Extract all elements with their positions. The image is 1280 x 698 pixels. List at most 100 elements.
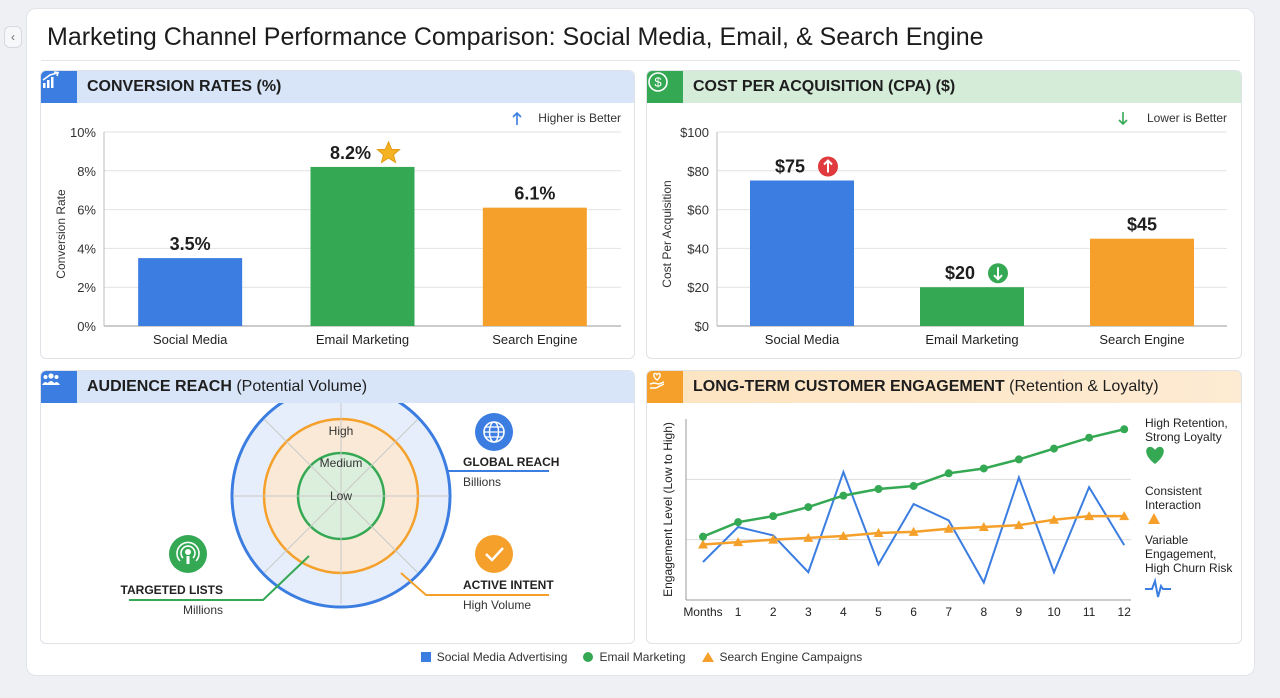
data-point xyxy=(838,531,849,541)
panel-subtitle: (Potential Volume) xyxy=(231,378,368,395)
annotation-text: Strong Loyalty xyxy=(1145,430,1222,444)
annotation-text: High Retention, xyxy=(1145,416,1228,430)
data-point xyxy=(874,484,883,493)
bar-social-media xyxy=(750,180,854,326)
broadcast-waves xyxy=(176,541,200,562)
x-tick-label: 1 xyxy=(735,605,742,619)
annotation-text: Interaction xyxy=(1145,498,1201,512)
annotation-text: High Churn Risk xyxy=(1145,561,1233,575)
star-icon xyxy=(376,140,401,164)
square-marker-icon xyxy=(420,652,431,662)
circle-marker-icon xyxy=(583,652,594,662)
note-label: Higher is Better xyxy=(538,111,621,125)
x-tick-label: 3 xyxy=(805,605,812,619)
annotation-text: Engagement, xyxy=(1145,547,1216,561)
radial-line xyxy=(264,419,418,573)
data-point xyxy=(979,464,988,473)
x-tick-label: Social Media xyxy=(153,332,228,347)
data-label: $20 xyxy=(945,263,975,283)
callout-title: ACTIVE INTENT xyxy=(463,578,554,592)
audience-reach-diagram: High Medium Low GLOBAL REACH Billions ACTIVE … xyxy=(121,383,559,617)
arrow-down-circle-icon xyxy=(988,263,1008,284)
x-tick-label: 2 xyxy=(770,605,777,619)
bar-email-marketing xyxy=(920,287,1024,326)
data-point xyxy=(1049,514,1059,524)
data-point xyxy=(839,491,848,500)
heart-icon xyxy=(1146,446,1164,464)
engagement-line-chart: Engagement Level (Low to High)Months 1 2 3 4… xyxy=(661,416,1233,619)
dollar-circle-icon: $ xyxy=(647,71,683,103)
data-label: $75 xyxy=(775,157,805,177)
panel-header: AUDIENCE REACH (Potential Volume) xyxy=(41,371,634,403)
y-tick-label: $40 xyxy=(687,241,709,256)
badge-arrow xyxy=(823,159,833,173)
x-tick-label: Search Engine xyxy=(492,332,577,347)
note-label: Lower is Better xyxy=(1147,111,1227,125)
x-tick-label: 11 xyxy=(1083,605,1096,619)
data-point xyxy=(734,518,743,527)
arrow-down-icon xyxy=(1118,112,1128,126)
bar-social-media xyxy=(138,258,243,326)
x-tick-label: Social Media xyxy=(765,332,840,347)
data-point xyxy=(804,503,813,512)
x-tick-label: 6 xyxy=(910,605,917,619)
bar-search-engine xyxy=(1090,238,1194,326)
x-tick-label: Search Engine xyxy=(1099,332,1184,347)
annotation-text: Variable xyxy=(1145,533,1188,547)
x-tick-label: Months xyxy=(683,605,722,619)
panel-subtitle: (Retention & Loyalty) xyxy=(1004,378,1159,395)
broadcast-stem xyxy=(186,556,190,564)
y-tick-label: $20 xyxy=(687,280,709,295)
callout-sub: High Volume xyxy=(463,598,531,612)
panel-title-main: LONG-TERM CUSTOMER ENGAGEMENT xyxy=(693,378,1005,395)
callout-line xyxy=(129,555,310,601)
data-point xyxy=(908,526,919,536)
pulse-icon xyxy=(1145,577,1171,598)
panel-title: AUDIENCE REACH (Potential Volume) xyxy=(87,378,367,396)
data-label: 6.1% xyxy=(514,184,555,204)
icon-bg xyxy=(475,535,513,573)
bar-search-engine xyxy=(482,207,587,326)
data-point xyxy=(699,532,707,541)
data-point xyxy=(909,481,918,490)
panel-title: CONVERSION RATES (%) xyxy=(87,78,282,95)
callout-line xyxy=(400,572,549,596)
heart-hand-icon xyxy=(647,371,683,403)
conversion-rates-chart: 0% 2% 4% 6% 8% 10% Conversion Rate 3.5% Social M… xyxy=(54,111,621,347)
x-tick-label: 9 xyxy=(1016,605,1023,619)
x-tick-label: 5 xyxy=(875,605,882,619)
arrow-up-circle-icon xyxy=(818,156,838,177)
data-point xyxy=(978,521,989,531)
title-divider xyxy=(41,60,1240,61)
x-tick-label: 4 xyxy=(840,605,847,619)
x-tick-label: 7 xyxy=(945,605,952,619)
panel-header: CONVERSION RATES (%) xyxy=(41,71,634,103)
broadcast-icon xyxy=(169,535,207,573)
cpa-chart: $0 $20 $40 $60 $80 $100 Cost Per Acquisition $7… xyxy=(660,111,1227,347)
ring-label: High xyxy=(329,424,354,438)
data-point xyxy=(944,469,953,478)
data-point xyxy=(1084,511,1095,521)
x-tick-label: 10 xyxy=(1047,605,1061,619)
y-tick-label: $100 xyxy=(680,125,709,140)
panel-title: LONG-TERM CUSTOMER ENGAGEMENT (Retention… xyxy=(693,378,1159,396)
callout-title: TARGETED LISTS xyxy=(121,583,223,597)
check-shape xyxy=(485,547,504,562)
y-axis-label: Cost Per Acquisition xyxy=(660,180,674,287)
legend-item-email: Email Marketing xyxy=(583,650,686,664)
y-tick-label: 4% xyxy=(77,241,96,256)
collapse-sidebar-button[interactable]: ‹ xyxy=(4,26,22,48)
data-point xyxy=(873,528,884,538)
callout-sub: Millions xyxy=(183,603,223,617)
panel-header: LONG-TERM CUSTOMER ENGAGEMENT (Retention… xyxy=(647,371,1241,403)
data-point xyxy=(1120,425,1129,434)
dashboard-card: Marketing Channel Performance Comparison… xyxy=(26,8,1255,676)
annotation-text: Consistent xyxy=(1145,484,1202,498)
y-tick-label: 0% xyxy=(77,319,96,334)
y-tick-label: 8% xyxy=(77,164,96,179)
data-label: 3.5% xyxy=(170,234,211,254)
data-point xyxy=(1119,511,1130,521)
x-tick-label: 12 xyxy=(1118,605,1132,619)
svg-text:$: $ xyxy=(654,75,662,90)
x-tick-label: 8 xyxy=(980,605,987,619)
